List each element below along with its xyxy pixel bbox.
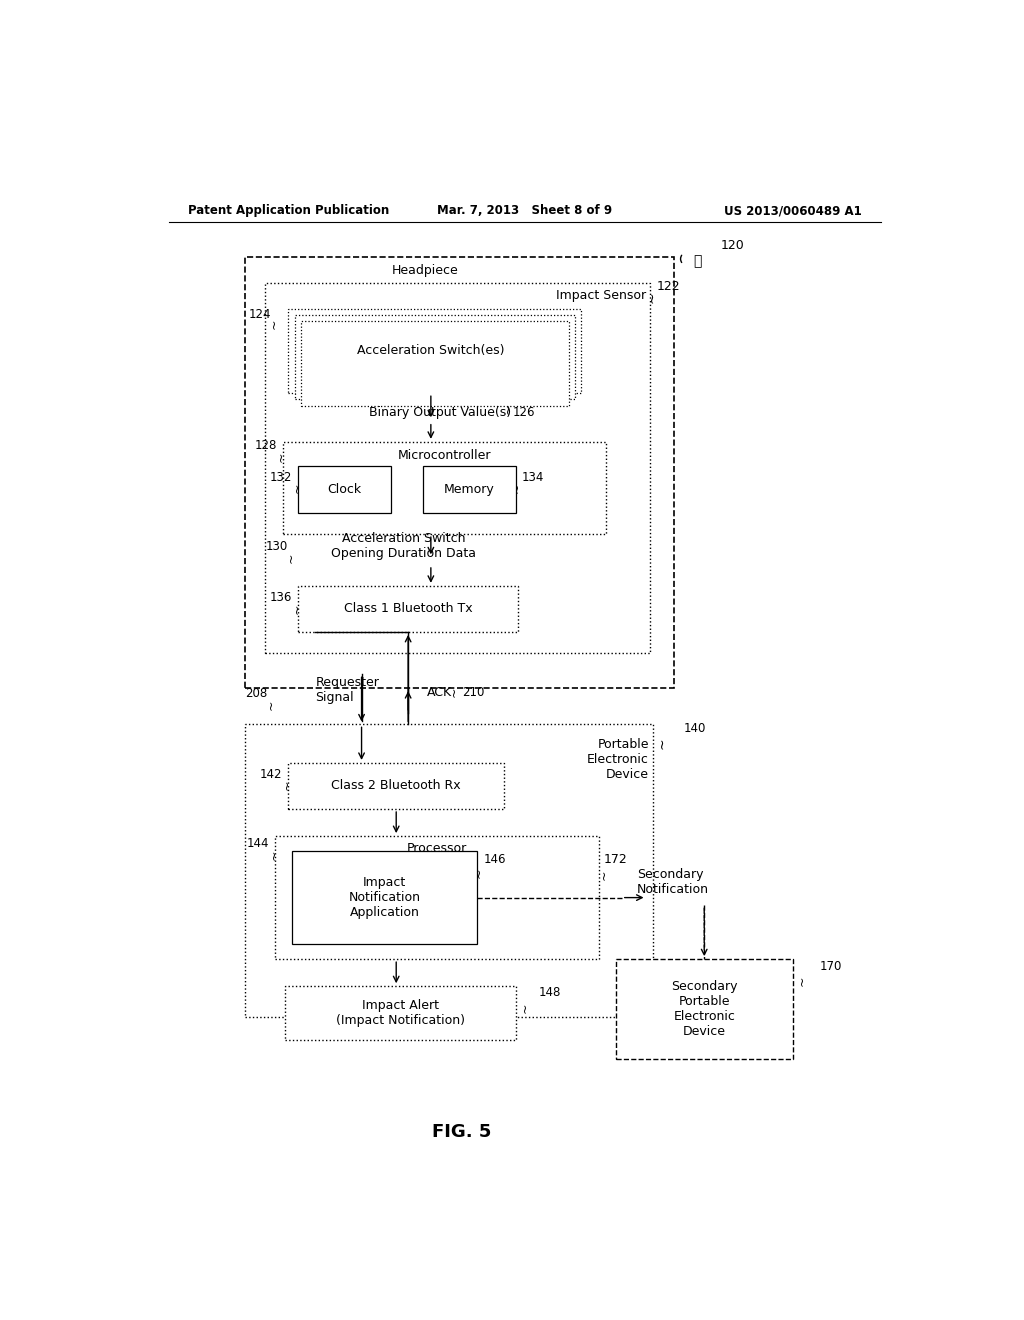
Text: 148: 148	[539, 986, 561, 999]
Text: Mar. 7, 2013   Sheet 8 of 9: Mar. 7, 2013 Sheet 8 of 9	[437, 205, 612, 218]
Text: 126: 126	[512, 407, 535, 418]
Text: Secondary
Notification: Secondary Notification	[637, 869, 710, 896]
Text: ~: ~	[291, 483, 303, 494]
Text: Impact Alert
(Impact Notification): Impact Alert (Impact Notification)	[336, 999, 465, 1027]
Text: ~: ~	[285, 552, 297, 562]
Bar	[298, 586, 518, 632]
Text: 210: 210	[462, 685, 484, 698]
Text: 124: 124	[248, 308, 270, 321]
Bar	[295, 314, 574, 400]
Text: 128: 128	[255, 440, 276, 453]
Text: 146: 146	[483, 853, 506, 866]
Text: 208: 208	[246, 686, 267, 700]
Text: 172: 172	[604, 853, 628, 866]
Text: Class 1 Bluetooth Tx: Class 1 Bluetooth Tx	[344, 602, 472, 615]
Text: ~: ~	[472, 867, 485, 878]
Text: Patent Application Publication: Patent Application Publication	[188, 205, 389, 218]
Bar	[615, 960, 793, 1059]
Text: Impact
Notification
Application: Impact Notification Application	[348, 876, 421, 919]
Text: ~: ~	[267, 318, 281, 329]
Bar	[265, 284, 650, 653]
Text: Processor: Processor	[407, 842, 467, 855]
Text: ⤵: ⤵	[693, 253, 701, 268]
Text: ~: ~	[511, 483, 523, 494]
Bar	[245, 725, 652, 1016]
Text: Acceleration Switch(es): Acceleration Switch(es)	[357, 345, 505, 358]
Text: ~: ~	[265, 700, 278, 710]
Bar	[423, 466, 515, 512]
Text: Microcontroller: Microcontroller	[398, 449, 492, 462]
Text: 136: 136	[270, 591, 292, 603]
Text: ~: ~	[502, 404, 514, 414]
Text: 120: 120	[720, 239, 744, 252]
Text: Clock: Clock	[328, 483, 361, 496]
Bar	[285, 986, 515, 1040]
Bar	[301, 321, 568, 405]
Text: 142: 142	[260, 768, 283, 781]
Bar	[245, 257, 674, 688]
Text: 122: 122	[656, 280, 680, 293]
Text: Portable
Electronic
Device: Portable Electronic Device	[587, 738, 649, 781]
Text: Memory: Memory	[444, 483, 495, 496]
Bar	[298, 466, 391, 512]
Text: 144: 144	[247, 837, 269, 850]
Text: 140: 140	[683, 722, 706, 735]
Bar	[283, 442, 606, 535]
Text: ~: ~	[267, 850, 281, 861]
Text: 132: 132	[270, 471, 292, 484]
Text: ~: ~	[655, 738, 669, 750]
Bar	[289, 763, 504, 809]
Text: Acceleration Switch
Opening Duration Data: Acceleration Switch Opening Duration Dat…	[332, 532, 476, 561]
Text: 134: 134	[521, 471, 544, 484]
Text: 170: 170	[819, 961, 842, 973]
Text: Headpiece: Headpiece	[391, 264, 459, 277]
Text: 130: 130	[266, 540, 289, 553]
Text: ~: ~	[447, 686, 461, 697]
Bar	[275, 836, 599, 960]
Text: US 2013/0060489 A1: US 2013/0060489 A1	[724, 205, 862, 218]
Text: ~: ~	[518, 1002, 531, 1012]
Text: Binary Output Value(s): Binary Output Value(s)	[370, 407, 511, 418]
Text: ~: ~	[275, 451, 288, 462]
Text: ~: ~	[796, 975, 809, 986]
Text: ACK: ACK	[427, 685, 453, 698]
Text: Impact Sensor: Impact Sensor	[556, 289, 646, 302]
Text: Secondary
Portable
Electronic
Device: Secondary Portable Electronic Device	[671, 981, 737, 1039]
Text: FIG. 5: FIG. 5	[432, 1123, 492, 1142]
Bar	[292, 851, 477, 944]
Text: Class 2 Bluetooth Rx: Class 2 Bluetooth Rx	[332, 779, 461, 792]
Text: ~: ~	[645, 292, 659, 302]
Bar	[289, 309, 581, 393]
Text: ~: ~	[291, 603, 303, 614]
Text: ~: ~	[598, 870, 610, 879]
Text: ~: ~	[281, 779, 293, 789]
Text: Requester
Signal: Requester Signal	[315, 676, 379, 704]
